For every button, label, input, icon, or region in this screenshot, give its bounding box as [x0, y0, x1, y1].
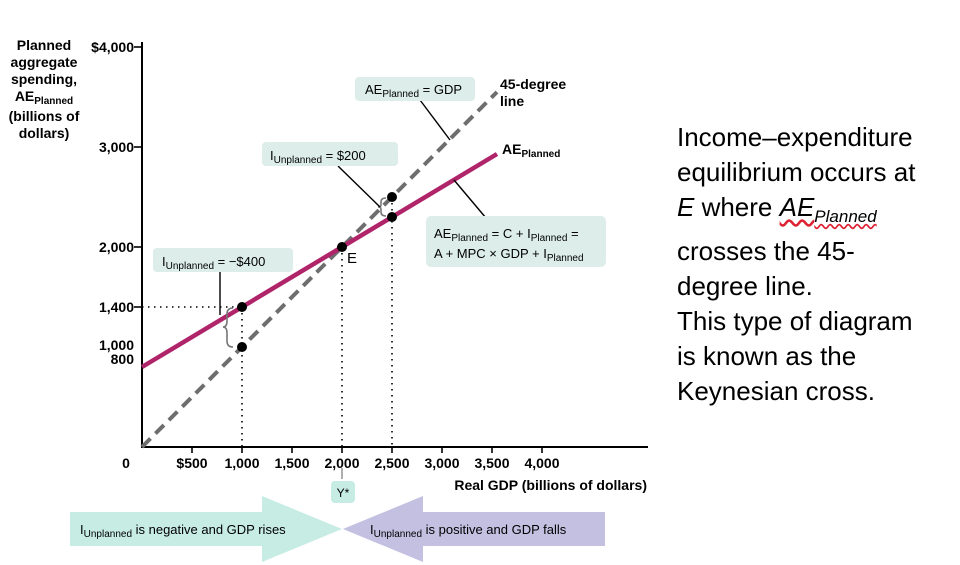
callout-ae-def-line2: A + MPC × GDP + IPlanned [434, 246, 584, 264]
callout-ae-gdp-text: AEPlanned = GDP [365, 82, 462, 100]
gdp-rises-arrow: IUnplanned is negative and GDP rises [70, 496, 342, 562]
arrow-right-text: IUnplanned is positive and GDP falls [370, 522, 567, 540]
explanation-line-5: degree line. [677, 271, 813, 302]
gdp-falls-arrow: IUnplanned is positive and GDP falls [343, 496, 605, 562]
callout-i200-text: IUnplanned = $200 [270, 148, 366, 166]
arrow-left-text: IUnplanned is negative and GDP rises [80, 522, 286, 540]
callout-ineg400-box [153, 248, 293, 272]
explanation-line-4: crosses the 45- [677, 236, 855, 267]
arrow-right-shape [343, 496, 605, 562]
x-axis-title: Real GDP (billions of dollars) [454, 477, 647, 493]
ylabel-line-5: (billions of [9, 108, 80, 124]
callout-ae-gdp-box [355, 77, 475, 101]
explanation-line-7: is known as the [677, 341, 857, 372]
arrow-left-shape [70, 496, 342, 562]
data-point [387, 212, 397, 222]
x-tick-label: 3,500 [474, 455, 509, 471]
ylabel-line-3: spending, [11, 71, 77, 87]
x-tick-label: 4,000 [524, 455, 559, 471]
x-tick-label: 1,500 [274, 455, 309, 471]
explanation-line-3: E where AEPlanned [677, 192, 877, 227]
positive-inventory-brace [377, 197, 387, 217]
callout-i200-box [262, 142, 398, 166]
x-tick-label: $500 [176, 455, 207, 471]
line-ae-planned [140, 152, 499, 369]
x-tick-label: 2,000 [324, 455, 359, 471]
ylabel-line-4: AEPlanned [15, 88, 73, 107]
ae-line-label: AEPlanned [502, 141, 560, 160]
data-point [237, 342, 247, 352]
data-point [237, 302, 247, 312]
ylabel-line-2: aggregate [11, 54, 78, 70]
line45-label-2: line [500, 93, 524, 109]
callout-ae-gdp-leader [419, 99, 451, 141]
data-point [337, 242, 347, 252]
x-tick-label: 3,000 [424, 455, 459, 471]
y-tick-label: 800 [111, 351, 135, 367]
callout-ae-def-box [426, 216, 606, 267]
points-layer [237, 192, 397, 352]
ylabel-line-1: Planned [17, 37, 71, 53]
y-tick-label: 3,000 [99, 139, 134, 155]
y-tick-label: 2,000 [99, 239, 134, 255]
callout-ineg400-text: IUnplanned = −$400 [162, 254, 265, 272]
ylabel-line-6: dollars) [19, 125, 70, 141]
callout-ae-def-leader [453, 179, 487, 219]
callout-ae-def-line1: AEPlanned = C + IPlanned = [434, 226, 579, 244]
ystar-label: Y* [337, 486, 350, 500]
y-tick-label: $4,000 [91, 39, 134, 55]
series-layer [140, 90, 499, 449]
origin-label: 0 [122, 455, 130, 471]
explanation-line-8: Keynesian cross. [677, 376, 875, 407]
explanation-line-6: This type of diagram [677, 306, 913, 337]
x-tick-label: 2,500 [374, 455, 409, 471]
explanation-line-1: Income–expenditure [677, 122, 913, 152]
explanation-text: Income–expenditure equilibrium occurs at… [677, 120, 957, 409]
equilibrium-label: E [347, 250, 357, 267]
y-axis-title: Planned aggregate spending, AEPlanned (b… [9, 37, 80, 141]
y-tick-label: 1,400 [99, 299, 134, 315]
x-ticks: $500 1,000 1,500 2,000 2,500 3,000 3,500 4,000 [176, 447, 560, 471]
data-point [387, 192, 397, 202]
negative-inventory-brace [222, 307, 234, 348]
ystar-box [331, 481, 355, 503]
line45-label-1: 45-degree [500, 76, 566, 92]
x-tick-label: 1,000 [224, 455, 259, 471]
callout-i200-leader [337, 165, 381, 208]
explanation-line-2: equilibrium occurs at [677, 157, 916, 187]
line-45-degree [140, 90, 499, 449]
y-tick-label: 1,000 [99, 337, 134, 353]
